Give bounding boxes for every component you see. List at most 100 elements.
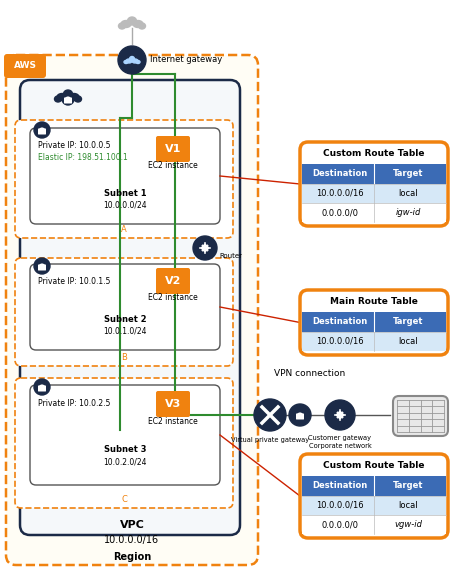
Text: C: C bbox=[121, 496, 127, 504]
FancyBboxPatch shape bbox=[300, 454, 448, 538]
Text: Destination: Destination bbox=[312, 482, 368, 490]
FancyBboxPatch shape bbox=[6, 55, 258, 565]
Circle shape bbox=[254, 399, 286, 431]
Text: vgw-id: vgw-id bbox=[394, 520, 422, 529]
Text: EC2 instance: EC2 instance bbox=[148, 416, 198, 426]
FancyBboxPatch shape bbox=[300, 142, 448, 226]
Circle shape bbox=[34, 379, 50, 395]
FancyBboxPatch shape bbox=[15, 258, 233, 366]
Ellipse shape bbox=[139, 23, 146, 29]
FancyBboxPatch shape bbox=[300, 290, 448, 355]
FancyBboxPatch shape bbox=[38, 129, 46, 134]
Text: 10.0.0.0/16: 10.0.0.0/16 bbox=[316, 501, 364, 510]
Circle shape bbox=[62, 93, 74, 105]
Ellipse shape bbox=[133, 20, 143, 27]
FancyBboxPatch shape bbox=[30, 128, 220, 224]
Ellipse shape bbox=[74, 96, 81, 102]
Text: Destination: Destination bbox=[312, 317, 368, 327]
Text: EC2 instance: EC2 instance bbox=[148, 294, 198, 302]
FancyBboxPatch shape bbox=[15, 120, 233, 238]
Text: Custom Route Table: Custom Route Table bbox=[323, 149, 425, 159]
Text: Custom Route Table: Custom Route Table bbox=[323, 461, 425, 471]
Text: V1: V1 bbox=[165, 144, 181, 154]
FancyBboxPatch shape bbox=[302, 164, 446, 184]
Text: Private IP: 10.0.1.5: Private IP: 10.0.1.5 bbox=[38, 277, 110, 287]
Text: Corporate network: Corporate network bbox=[309, 443, 371, 449]
Text: 10.0.0.0/16: 10.0.0.0/16 bbox=[316, 337, 364, 346]
Text: V2: V2 bbox=[165, 276, 181, 286]
Text: 10.0.0.0/16: 10.0.0.0/16 bbox=[316, 189, 364, 198]
Text: Main Route Table: Main Route Table bbox=[330, 298, 418, 306]
Text: Target: Target bbox=[393, 170, 423, 178]
Text: Router: Router bbox=[219, 253, 242, 259]
Ellipse shape bbox=[118, 23, 126, 29]
Ellipse shape bbox=[63, 90, 73, 98]
Circle shape bbox=[193, 236, 217, 260]
Text: Elastic IP: 198.51.100.1: Elastic IP: 198.51.100.1 bbox=[38, 153, 128, 163]
Ellipse shape bbox=[136, 60, 140, 64]
FancyBboxPatch shape bbox=[20, 80, 240, 535]
Text: Customer gateway: Customer gateway bbox=[309, 435, 371, 441]
FancyBboxPatch shape bbox=[156, 391, 190, 417]
FancyBboxPatch shape bbox=[64, 97, 72, 104]
FancyBboxPatch shape bbox=[393, 396, 448, 436]
Text: 10.0.0.0/24: 10.0.0.0/24 bbox=[103, 200, 147, 210]
FancyBboxPatch shape bbox=[15, 378, 233, 508]
Text: igw-id: igw-id bbox=[395, 208, 421, 217]
Text: local: local bbox=[398, 501, 418, 510]
Text: Target: Target bbox=[393, 317, 423, 327]
Text: A: A bbox=[121, 225, 127, 234]
Text: EC2 instance: EC2 instance bbox=[148, 162, 198, 170]
Text: 10.0.1.0/24: 10.0.1.0/24 bbox=[103, 327, 147, 335]
FancyBboxPatch shape bbox=[302, 203, 446, 222]
FancyBboxPatch shape bbox=[302, 332, 446, 351]
Text: 10.0.2.0/24: 10.0.2.0/24 bbox=[103, 457, 147, 467]
FancyBboxPatch shape bbox=[302, 476, 446, 496]
FancyBboxPatch shape bbox=[30, 264, 220, 350]
Circle shape bbox=[325, 400, 355, 430]
Text: AWS: AWS bbox=[13, 61, 36, 71]
Circle shape bbox=[34, 258, 50, 274]
Ellipse shape bbox=[132, 59, 138, 63]
FancyBboxPatch shape bbox=[302, 515, 446, 534]
FancyBboxPatch shape bbox=[302, 312, 446, 332]
Text: Region: Region bbox=[113, 552, 151, 562]
FancyBboxPatch shape bbox=[30, 385, 220, 485]
Text: V3: V3 bbox=[165, 399, 181, 409]
Text: Subnet 1: Subnet 1 bbox=[103, 189, 146, 197]
Text: Private IP: 10.0.2.5: Private IP: 10.0.2.5 bbox=[38, 398, 110, 408]
Ellipse shape bbox=[124, 60, 128, 64]
Text: Internet gateway: Internet gateway bbox=[150, 56, 222, 64]
Text: local: local bbox=[398, 337, 418, 346]
Ellipse shape bbox=[55, 96, 61, 102]
Text: 0.0.0.0/0: 0.0.0.0/0 bbox=[322, 520, 359, 529]
FancyBboxPatch shape bbox=[296, 413, 304, 420]
Text: Private IP: 10.0.0.5: Private IP: 10.0.0.5 bbox=[38, 141, 110, 151]
Text: 10.0.0.0/16: 10.0.0.0/16 bbox=[104, 535, 159, 545]
Text: Subnet 3: Subnet 3 bbox=[104, 445, 146, 455]
Ellipse shape bbox=[121, 20, 131, 27]
Text: VPN connection: VPN connection bbox=[274, 368, 346, 378]
Circle shape bbox=[289, 404, 311, 426]
Ellipse shape bbox=[69, 93, 79, 101]
FancyBboxPatch shape bbox=[4, 54, 46, 78]
FancyBboxPatch shape bbox=[156, 268, 190, 294]
Ellipse shape bbox=[128, 17, 136, 25]
Ellipse shape bbox=[129, 57, 134, 61]
Ellipse shape bbox=[126, 59, 132, 63]
Circle shape bbox=[118, 46, 146, 74]
FancyBboxPatch shape bbox=[302, 184, 446, 203]
Circle shape bbox=[34, 122, 50, 138]
Text: 0.0.0.0/0: 0.0.0.0/0 bbox=[322, 208, 359, 217]
Text: local: local bbox=[398, 189, 418, 198]
Text: Virtual private gateway: Virtual private gateway bbox=[231, 437, 309, 443]
FancyBboxPatch shape bbox=[156, 136, 190, 162]
Text: Destination: Destination bbox=[312, 170, 368, 178]
Text: Target: Target bbox=[393, 482, 423, 490]
FancyBboxPatch shape bbox=[302, 496, 446, 515]
Ellipse shape bbox=[57, 93, 67, 101]
FancyBboxPatch shape bbox=[38, 265, 46, 270]
Text: B: B bbox=[121, 354, 127, 362]
Text: Subnet 2: Subnet 2 bbox=[103, 314, 146, 324]
Text: VPC: VPC bbox=[120, 520, 145, 530]
